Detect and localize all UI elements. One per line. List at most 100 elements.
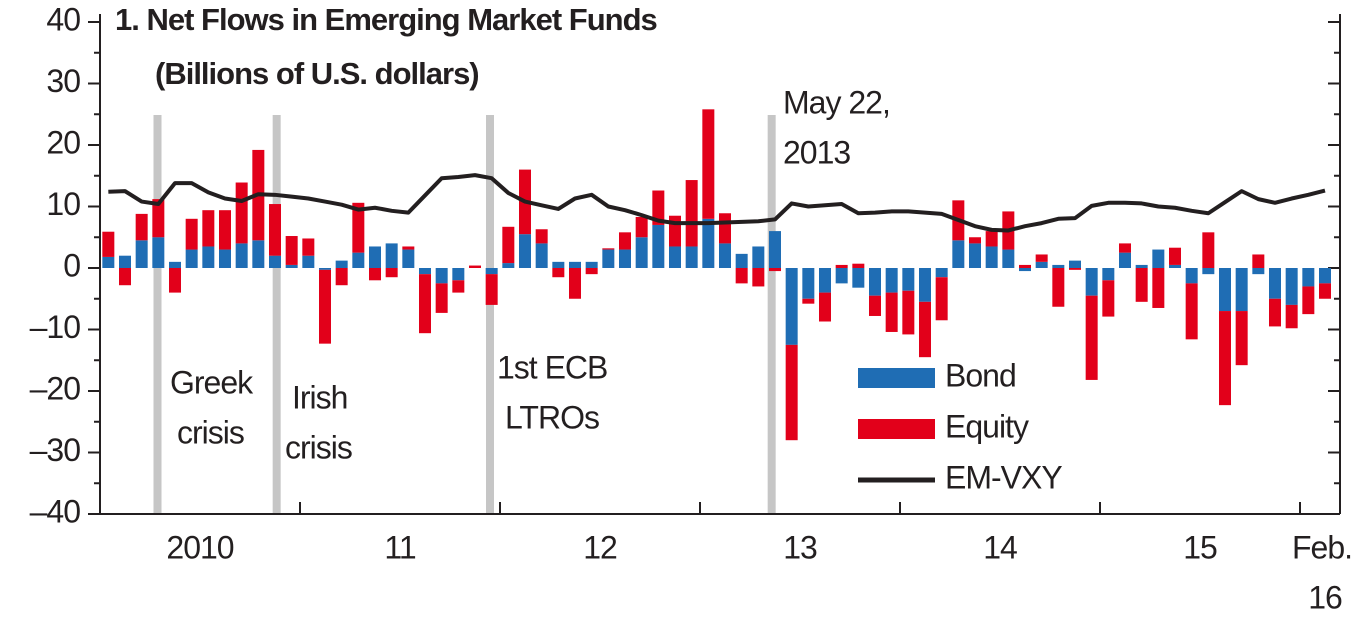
bar	[1019, 264, 1031, 268]
x-tick-label: 12	[583, 529, 617, 565]
bar	[452, 280, 465, 293]
bar	[119, 268, 131, 286]
bar	[769, 231, 781, 268]
bar	[1269, 298, 1281, 327]
bar	[385, 243, 398, 268]
bar	[235, 243, 248, 268]
legend-swatch	[858, 368, 935, 388]
bar	[1052, 268, 1065, 307]
bar	[585, 261, 598, 268]
bar	[1319, 283, 1331, 299]
bar	[1135, 264, 1148, 268]
bar	[1169, 247, 1181, 265]
bar	[152, 199, 165, 238]
bar	[802, 268, 815, 299]
bar	[669, 246, 681, 268]
bar	[302, 255, 315, 268]
bar	[219, 249, 231, 268]
bar	[819, 292, 831, 322]
bar	[369, 268, 381, 281]
bar	[902, 268, 915, 291]
legend-swatch	[858, 419, 935, 439]
bar	[619, 232, 631, 250]
bar	[769, 268, 781, 272]
bar	[1035, 261, 1048, 268]
bar	[735, 268, 748, 284]
bar	[1319, 268, 1331, 284]
bar	[1152, 268, 1165, 308]
bar	[1052, 264, 1065, 268]
bar	[302, 238, 315, 256]
chart-title: 1. Net Flows in Emerging Market Funds	[115, 2, 657, 37]
bar	[535, 243, 548, 268]
bar	[152, 237, 165, 268]
bar	[1185, 268, 1198, 284]
bar	[669, 215, 681, 247]
bar	[852, 268, 865, 288]
y-tick-label: –30	[30, 432, 81, 468]
x-tick-label: 15	[1183, 529, 1217, 565]
y-tick-label: –20	[30, 370, 81, 406]
bar	[169, 268, 181, 293]
bar	[735, 253, 748, 268]
bar	[885, 292, 898, 332]
bar	[1202, 268, 1215, 275]
bar	[619, 249, 631, 268]
bar	[652, 190, 665, 225]
bar	[369, 246, 381, 268]
bar	[869, 295, 881, 316]
bar	[1285, 268, 1298, 305]
bar	[1169, 264, 1181, 268]
bar	[1252, 268, 1265, 275]
bar	[319, 268, 331, 270]
y-tick-label: 30	[46, 63, 80, 99]
bar	[985, 246, 998, 268]
bar	[752, 246, 765, 268]
bar	[1269, 268, 1281, 299]
legend-label: Equity	[945, 408, 1029, 444]
bar	[419, 268, 431, 275]
bar	[235, 182, 248, 244]
bar	[602, 248, 615, 250]
bar	[435, 283, 448, 313]
y-tick-label: 0	[63, 247, 80, 283]
bar	[185, 218, 198, 250]
bar	[135, 240, 148, 268]
y-tick-label: 10	[46, 186, 80, 222]
line-series	[108, 173, 1326, 233]
annotation: crisis	[177, 414, 244, 450]
bar	[702, 218, 715, 268]
bar	[1085, 268, 1098, 296]
bar	[285, 236, 298, 265]
bar	[719, 213, 731, 244]
bar	[635, 216, 648, 238]
bar	[519, 234, 531, 268]
bar	[169, 261, 181, 268]
annotation: 2013	[783, 134, 850, 170]
bar	[1119, 252, 1131, 268]
bar	[885, 268, 898, 293]
bar	[202, 246, 215, 268]
bar	[569, 261, 581, 268]
bar	[1035, 254, 1048, 262]
x-tick-label: 14	[983, 529, 1017, 565]
bar	[219, 210, 231, 250]
bar	[1069, 260, 1081, 268]
bar	[269, 204, 281, 256]
bar	[252, 240, 265, 268]
y-tick-label: –10	[30, 309, 81, 345]
bar	[685, 180, 698, 247]
bar	[552, 261, 565, 268]
bar	[1202, 232, 1215, 268]
legend-label: EM-VXY	[945, 459, 1062, 495]
bar	[135, 213, 148, 241]
bar	[935, 277, 948, 321]
bar	[1302, 286, 1315, 315]
bar	[1069, 268, 1081, 270]
bar	[335, 260, 348, 268]
bar	[652, 224, 665, 268]
bar	[719, 243, 731, 268]
annotation: 1st ECB	[497, 349, 607, 385]
bar	[352, 202, 365, 253]
bar	[1219, 268, 1231, 312]
